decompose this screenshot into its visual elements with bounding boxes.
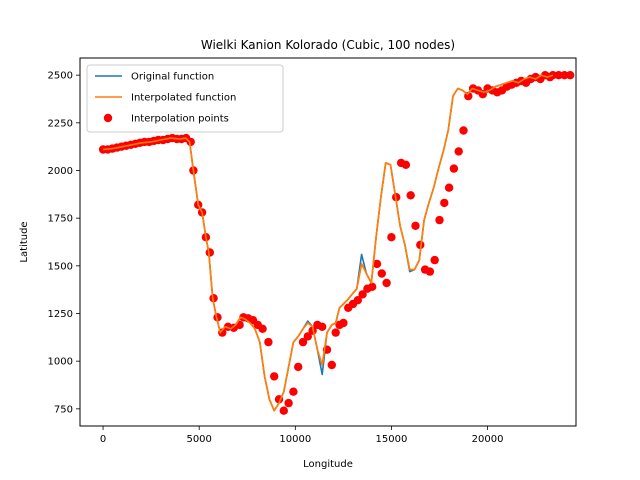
interpolation-point bbox=[294, 362, 303, 372]
interpolation-point bbox=[401, 160, 411, 169]
legend-box bbox=[86, 64, 284, 133]
interpolation-point bbox=[444, 183, 454, 192]
interpolation-point bbox=[416, 240, 425, 250]
interpolation-point bbox=[406, 191, 415, 200]
interpolation-point bbox=[339, 318, 348, 328]
y-axis-label: Latitude bbox=[19, 221, 30, 262]
interpolation-point bbox=[566, 71, 575, 80]
x-tick-label: 0 bbox=[100, 434, 106, 445]
interpolation-point bbox=[454, 147, 463, 156]
interpolation-point bbox=[430, 255, 439, 265]
interpolation-point bbox=[264, 337, 273, 347]
plot-area bbox=[98, 71, 575, 415]
interpolation-point bbox=[411, 221, 420, 230]
x-axis-label: Longitude bbox=[303, 459, 353, 470]
interpolation-point bbox=[435, 215, 444, 225]
y-tick-label: 1250 bbox=[48, 309, 73, 320]
interpolation-point bbox=[368, 282, 377, 291]
interpolation-point bbox=[279, 406, 288, 415]
interpolation-point bbox=[382, 278, 391, 288]
chart-title: Wielki Kanion Kolorado (Cubic, 100 nodes… bbox=[201, 38, 455, 52]
interpolation-point bbox=[186, 137, 195, 147]
y-tick-label: 750 bbox=[54, 404, 73, 415]
legend-entry-label: Original function bbox=[131, 72, 214, 83]
interpolation-point bbox=[284, 398, 293, 408]
interpolation-point bbox=[270, 372, 279, 381]
legend: Original function Interpolated function In… bbox=[86, 64, 284, 133]
interpolation-point bbox=[353, 296, 362, 305]
interpolation-point bbox=[387, 233, 396, 242]
x-tick-label: 10000 bbox=[279, 434, 311, 445]
interpolation-point bbox=[318, 322, 327, 331]
interpolation-point bbox=[327, 360, 336, 370]
x-tick-label: 20000 bbox=[472, 434, 504, 445]
legend-entry-label: Interpolated function bbox=[131, 93, 236, 104]
y-tick-label: 2500 bbox=[48, 71, 73, 82]
interpolation-point bbox=[440, 198, 449, 208]
interpolation-point bbox=[372, 259, 382, 269]
interpolation-point bbox=[358, 290, 367, 299]
interpolation-point bbox=[449, 164, 459, 173]
axis-ticks: 0 5000 10000 15000 20000 750 1000 1250 1500 1750 2… bbox=[48, 71, 504, 445]
y-tick-label: 1500 bbox=[48, 261, 73, 272]
y-tick-label: 1000 bbox=[48, 357, 73, 368]
interpolation-point bbox=[289, 387, 298, 396]
y-tick-label: 1750 bbox=[48, 214, 73, 225]
y-tick-label: 2000 bbox=[48, 166, 73, 177]
interpolation-point bbox=[258, 324, 267, 333]
interpolation-point bbox=[377, 269, 386, 278]
interpolation-point bbox=[459, 126, 468, 135]
x-tick-label: 5000 bbox=[186, 434, 211, 445]
x-tick-label: 15000 bbox=[376, 434, 408, 445]
interpolation-point bbox=[209, 294, 218, 303]
series-line-interpolated-overlay bbox=[103, 74, 554, 412]
legend-marker-swatch bbox=[103, 113, 113, 123]
interpolation-point bbox=[308, 326, 317, 335]
interpolation-point bbox=[554, 71, 563, 80]
y-tick-label: 2250 bbox=[48, 118, 73, 129]
interpolation-point bbox=[298, 337, 308, 347]
interpolation-point bbox=[425, 267, 435, 276]
axes-frame bbox=[79, 57, 577, 427]
interpolation-point bbox=[331, 328, 340, 337]
interpolation-point bbox=[303, 332, 312, 341]
legend-entry-label: Interpolation points bbox=[131, 114, 229, 125]
